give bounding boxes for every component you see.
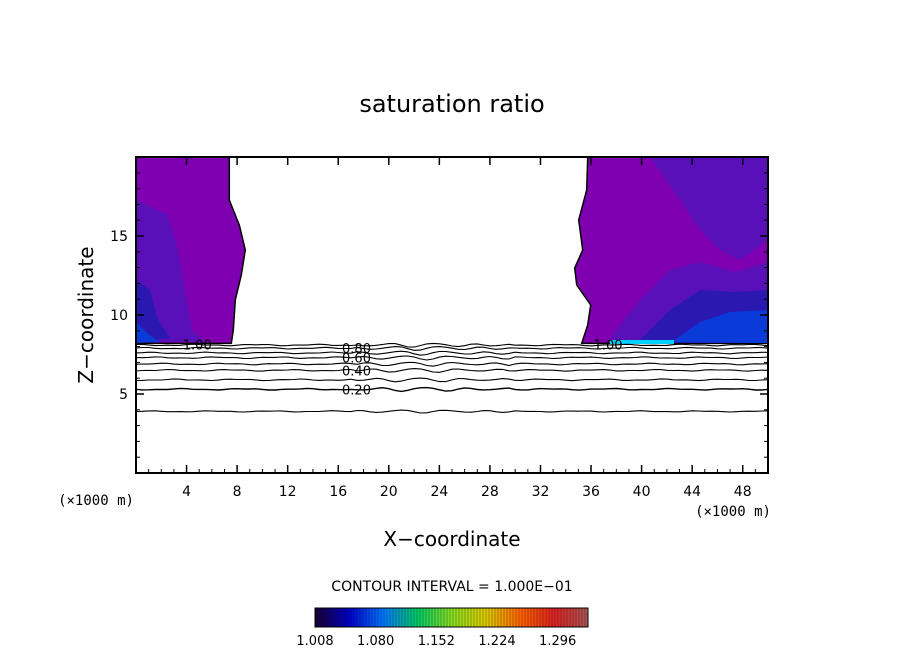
contour-line-0.9 xyxy=(136,342,768,348)
contour-line-0.3 xyxy=(136,377,768,383)
x-tick-label-4: 4 xyxy=(182,484,191,500)
x-tick-label-16: 16 xyxy=(329,484,347,500)
contour-label-0.60: 0.60 xyxy=(342,352,371,367)
contour-label-0.20: 0.20 xyxy=(342,383,371,398)
contour-line-0.8 xyxy=(136,346,768,351)
contour-line-0.4 xyxy=(136,368,768,373)
contour-line-0.6 xyxy=(136,355,768,361)
x-tick-label-40: 40 xyxy=(633,484,651,500)
x-unit-label-right: (×1000 m) xyxy=(695,504,771,520)
y-tick-label-5: 5 xyxy=(119,387,128,403)
y-axis-ticks: 5 10 15 xyxy=(110,172,768,458)
contour-line-0.2 xyxy=(136,386,768,393)
y-tick-label-10: 10 xyxy=(110,308,128,324)
right-region-cyan-strip xyxy=(610,340,674,344)
left-region-peak xyxy=(136,322,160,343)
contour-labels: 0.20 0.400.600.80 1.00 1.00 xyxy=(183,338,623,398)
contour-label-right-boundary: 1.00 xyxy=(594,338,623,353)
x-tick-label-44: 44 xyxy=(683,484,701,500)
y-axis-label: Z−coordinate xyxy=(74,246,98,383)
x-tick-label-20: 20 xyxy=(380,484,398,500)
contour-label-0.80: 0.80 xyxy=(342,342,371,357)
colorbar-tick-label-1.296: 1.296 xyxy=(539,634,576,649)
x-tick-label-8: 8 xyxy=(233,484,242,500)
x-tick-label-24: 24 xyxy=(430,484,448,500)
x-tick-label-32: 32 xyxy=(532,484,550,500)
y-tick-label-15: 15 xyxy=(110,229,128,245)
contour-line-0.1 xyxy=(136,409,768,414)
chart-title: saturation ratio xyxy=(359,90,544,118)
right-region-peak xyxy=(672,310,768,343)
x-tick-label-48: 48 xyxy=(734,484,752,500)
colorbar-tick-label-1.224: 1.224 xyxy=(478,634,515,649)
contour-lines xyxy=(136,342,768,414)
colorbar-tick-label-1.008: 1.008 xyxy=(296,634,333,649)
x-axis-label: X−coordinate xyxy=(383,527,520,551)
contour-label-left-boundary: 1.00 xyxy=(183,338,212,353)
colorbar-tick-labels: 1.008 1.080 1.152 1.224 1.296 xyxy=(296,634,576,649)
x-tick-label-28: 28 xyxy=(481,484,499,500)
x-tick-label-36: 36 xyxy=(582,484,600,500)
x-unit-label-left: (×1000 m) xyxy=(58,493,134,509)
supersaturation-fills xyxy=(136,157,768,345)
x-tick-label-12: 12 xyxy=(279,484,297,500)
colorbar xyxy=(314,607,589,628)
contour-line-0.5 xyxy=(136,361,768,367)
colorbar-tick-label-1.080: 1.080 xyxy=(357,634,394,649)
colorbar-swatch xyxy=(314,607,589,628)
contour-label-0.40: 0.40 xyxy=(342,364,371,379)
contour-line-0.7 xyxy=(136,350,768,356)
right-region-upper-mid xyxy=(650,157,768,260)
left-region-deep xyxy=(136,280,170,342)
contour-interval-text: CONTOUR INTERVAL = 1.000E−01 xyxy=(331,579,572,595)
x-axis-ticks: 4 8 12 16 20 24 28 32 36 40 44 48 xyxy=(148,157,756,500)
colorbar-tick-label-1.152: 1.152 xyxy=(418,634,455,649)
